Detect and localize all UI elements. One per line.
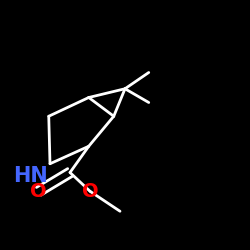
Text: HN: HN [13,166,48,186]
Text: O: O [82,182,98,201]
Text: O: O [30,182,47,201]
